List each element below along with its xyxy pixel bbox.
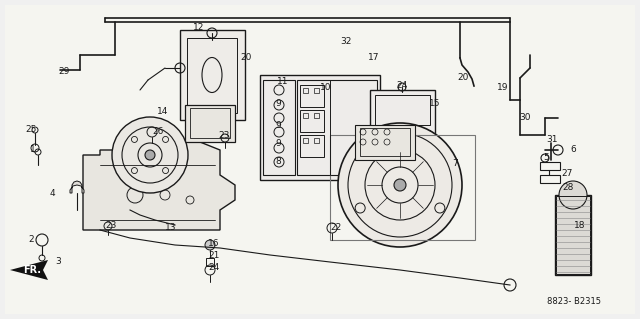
Circle shape xyxy=(559,181,587,209)
Bar xyxy=(360,128,410,156)
Bar xyxy=(370,90,435,165)
Bar xyxy=(556,196,590,274)
Text: 8823- B2315: 8823- B2315 xyxy=(547,298,601,307)
Bar xyxy=(206,258,214,266)
Text: 19: 19 xyxy=(497,83,509,92)
Text: 20: 20 xyxy=(240,54,252,63)
Polygon shape xyxy=(70,181,84,193)
Text: 31: 31 xyxy=(546,136,557,145)
Bar xyxy=(314,113,319,118)
Bar xyxy=(314,88,319,93)
Text: 26: 26 xyxy=(152,127,163,136)
Text: 17: 17 xyxy=(368,53,380,62)
Bar xyxy=(375,95,430,125)
Text: 8: 8 xyxy=(275,158,281,167)
Bar xyxy=(540,162,560,170)
Text: 9: 9 xyxy=(275,138,281,147)
Text: 7: 7 xyxy=(452,159,458,167)
Text: 22: 22 xyxy=(330,224,341,233)
Circle shape xyxy=(112,117,188,193)
Polygon shape xyxy=(83,142,235,230)
Text: 15: 15 xyxy=(429,99,440,108)
Text: 30: 30 xyxy=(519,114,531,122)
Text: 18: 18 xyxy=(574,220,586,229)
Text: 5: 5 xyxy=(543,153,548,162)
Bar xyxy=(540,175,560,183)
Text: 23: 23 xyxy=(105,220,116,229)
Text: 1: 1 xyxy=(30,145,36,154)
Text: 29: 29 xyxy=(58,68,69,77)
Bar xyxy=(260,75,380,180)
Text: 24: 24 xyxy=(396,80,407,90)
Bar xyxy=(190,108,230,138)
Text: 32: 32 xyxy=(340,38,351,47)
Text: 21: 21 xyxy=(208,250,220,259)
Text: 13: 13 xyxy=(165,224,177,233)
Text: 11: 11 xyxy=(277,78,289,86)
Text: 9: 9 xyxy=(275,100,281,108)
Ellipse shape xyxy=(202,57,222,93)
Bar xyxy=(375,130,430,160)
Text: 10: 10 xyxy=(320,83,332,92)
Text: 20: 20 xyxy=(457,73,468,83)
Text: 25: 25 xyxy=(25,125,36,135)
Bar xyxy=(300,135,324,157)
Text: 12: 12 xyxy=(193,24,204,33)
Text: 27: 27 xyxy=(561,168,572,177)
Text: 4: 4 xyxy=(50,189,56,198)
Text: 23: 23 xyxy=(218,131,229,140)
Circle shape xyxy=(205,240,215,250)
Circle shape xyxy=(338,123,462,247)
Bar xyxy=(300,85,324,107)
Bar xyxy=(303,138,308,143)
Bar xyxy=(180,30,245,120)
Text: FR.: FR. xyxy=(23,265,41,275)
Text: 3: 3 xyxy=(55,257,61,266)
Polygon shape xyxy=(10,260,48,280)
Bar xyxy=(187,38,237,113)
Bar xyxy=(297,80,377,175)
Bar xyxy=(555,195,591,275)
Text: 14: 14 xyxy=(157,108,168,116)
Bar xyxy=(355,125,415,160)
Text: 24: 24 xyxy=(208,263,220,272)
Bar xyxy=(263,80,295,175)
Bar xyxy=(330,135,475,240)
Text: 2: 2 xyxy=(28,235,34,244)
Bar xyxy=(314,138,319,143)
Text: 16: 16 xyxy=(208,239,220,248)
Bar xyxy=(303,113,308,118)
Circle shape xyxy=(145,150,155,160)
Bar xyxy=(300,110,324,132)
Text: 9: 9 xyxy=(275,121,281,130)
Text: 28: 28 xyxy=(562,182,573,191)
Bar xyxy=(303,88,308,93)
Text: 6: 6 xyxy=(570,145,576,154)
Polygon shape xyxy=(185,105,235,142)
Circle shape xyxy=(394,179,406,191)
